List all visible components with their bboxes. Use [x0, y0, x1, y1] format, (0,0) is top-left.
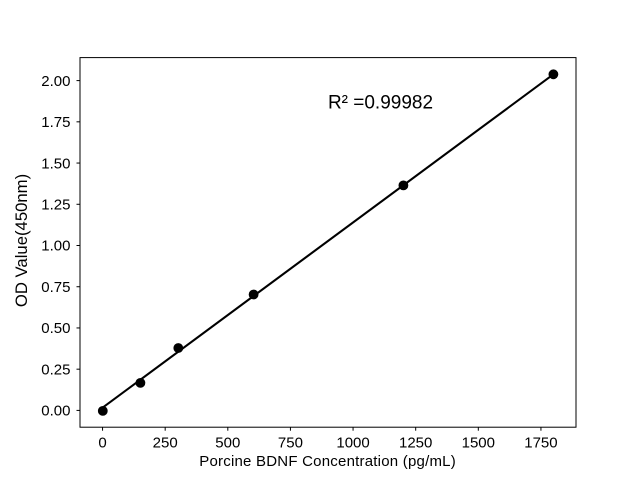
svg-text:OD Value(450nm): OD Value(450nm)	[12, 174, 31, 307]
svg-text:1250: 1250	[399, 435, 432, 452]
svg-text:500: 500	[215, 435, 240, 452]
svg-text:1.00: 1.00	[41, 238, 70, 255]
svg-text:R² =0.99982: R² =0.99982	[328, 92, 433, 113]
svg-text:250: 250	[153, 435, 178, 452]
svg-text:0.00: 0.00	[41, 403, 70, 420]
svg-text:1750: 1750	[524, 435, 557, 452]
svg-text:1.75: 1.75	[41, 114, 70, 131]
svg-text:2.00: 2.00	[41, 73, 70, 90]
svg-text:0.25: 0.25	[41, 361, 70, 378]
svg-text:1.50: 1.50	[41, 155, 70, 172]
svg-text:0.50: 0.50	[41, 320, 70, 337]
svg-text:1000: 1000	[336, 435, 369, 452]
svg-text:Porcine BDNF Concentration (pg: Porcine BDNF Concentration (pg/mL)	[199, 453, 456, 470]
svg-text:1500: 1500	[462, 435, 495, 452]
svg-text:0: 0	[98, 435, 106, 452]
svg-text:750: 750	[278, 435, 303, 452]
svg-text:1.25: 1.25	[41, 197, 70, 214]
svg-text:0.75: 0.75	[41, 279, 70, 296]
